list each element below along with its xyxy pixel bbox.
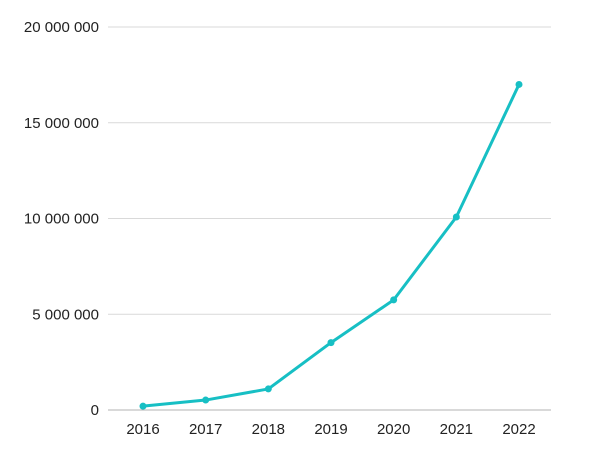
x-tick-label: 2019 — [314, 421, 347, 438]
x-tick-label: 2016 — [126, 421, 159, 438]
y-tick-label: 20 000 000 — [24, 19, 99, 36]
x-tick-label: 2018 — [252, 421, 285, 438]
data-point — [202, 396, 210, 404]
data-series — [139, 80, 523, 410]
x-axis-tick-labels: 2016 2017 2018 2019 2020 2021 2022 — [126, 421, 535, 438]
y-tick-label: 5 000 000 — [32, 306, 99, 323]
data-point — [264, 385, 272, 393]
data-point — [390, 296, 398, 304]
y-tick-label: 15 000 000 — [24, 115, 99, 132]
x-tick-label: 2017 — [189, 421, 222, 438]
data-point — [515, 80, 523, 88]
series-line — [141, 82, 521, 408]
x-tick-label: 2022 — [502, 421, 535, 438]
data-point — [452, 213, 460, 221]
data-point — [139, 402, 147, 410]
x-tick-label: 2020 — [377, 421, 410, 438]
y-tick-label: 10 000 000 — [24, 211, 99, 228]
gridlines — [108, 26, 551, 411]
data-point — [327, 339, 335, 347]
y-axis-tick-labels: 0 5 000 000 10 000 000 15 000 000 20 000 000 — [24, 19, 99, 419]
y-tick-label: 0 — [91, 402, 99, 419]
x-tick-label: 2021 — [440, 421, 473, 438]
